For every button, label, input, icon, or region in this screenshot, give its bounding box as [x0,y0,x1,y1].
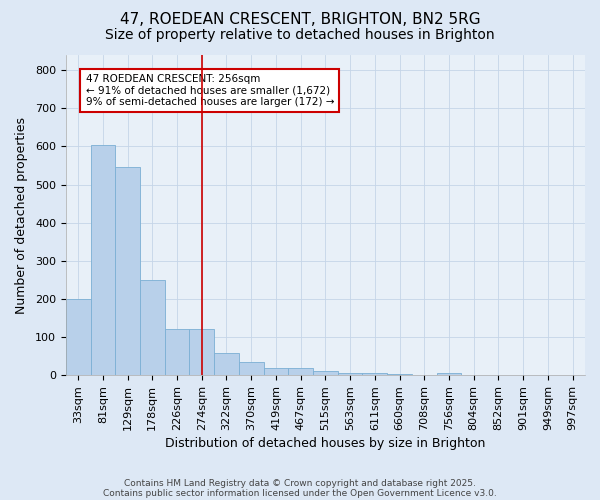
Text: Size of property relative to detached houses in Brighton: Size of property relative to detached ho… [105,28,495,42]
Bar [190,330,214,375]
Bar [66,299,91,375]
Bar [239,362,263,375]
Bar [313,370,338,375]
Text: Contains HM Land Registry data © Crown copyright and database right 2025.: Contains HM Land Registry data © Crown c… [124,478,476,488]
Bar [437,374,461,375]
Bar [362,374,387,375]
Text: 47 ROEDEAN CRESCENT: 256sqm
← 91% of detached houses are smaller (1,672)
9% of s: 47 ROEDEAN CRESCENT: 256sqm ← 91% of det… [86,74,334,108]
Bar [91,144,115,375]
Bar [115,168,140,375]
Bar [387,374,412,375]
X-axis label: Distribution of detached houses by size in Brighton: Distribution of detached houses by size … [165,437,485,450]
Text: 47, ROEDEAN CRESCENT, BRIGHTON, BN2 5RG: 47, ROEDEAN CRESCENT, BRIGHTON, BN2 5RG [119,12,481,28]
Y-axis label: Number of detached properties: Number of detached properties [15,116,28,314]
Bar [289,368,313,375]
Bar [140,280,164,375]
Text: Contains public sector information licensed under the Open Government Licence v3: Contains public sector information licen… [103,488,497,498]
Bar [214,353,239,375]
Bar [164,330,190,375]
Bar [263,368,289,375]
Bar [338,374,362,375]
